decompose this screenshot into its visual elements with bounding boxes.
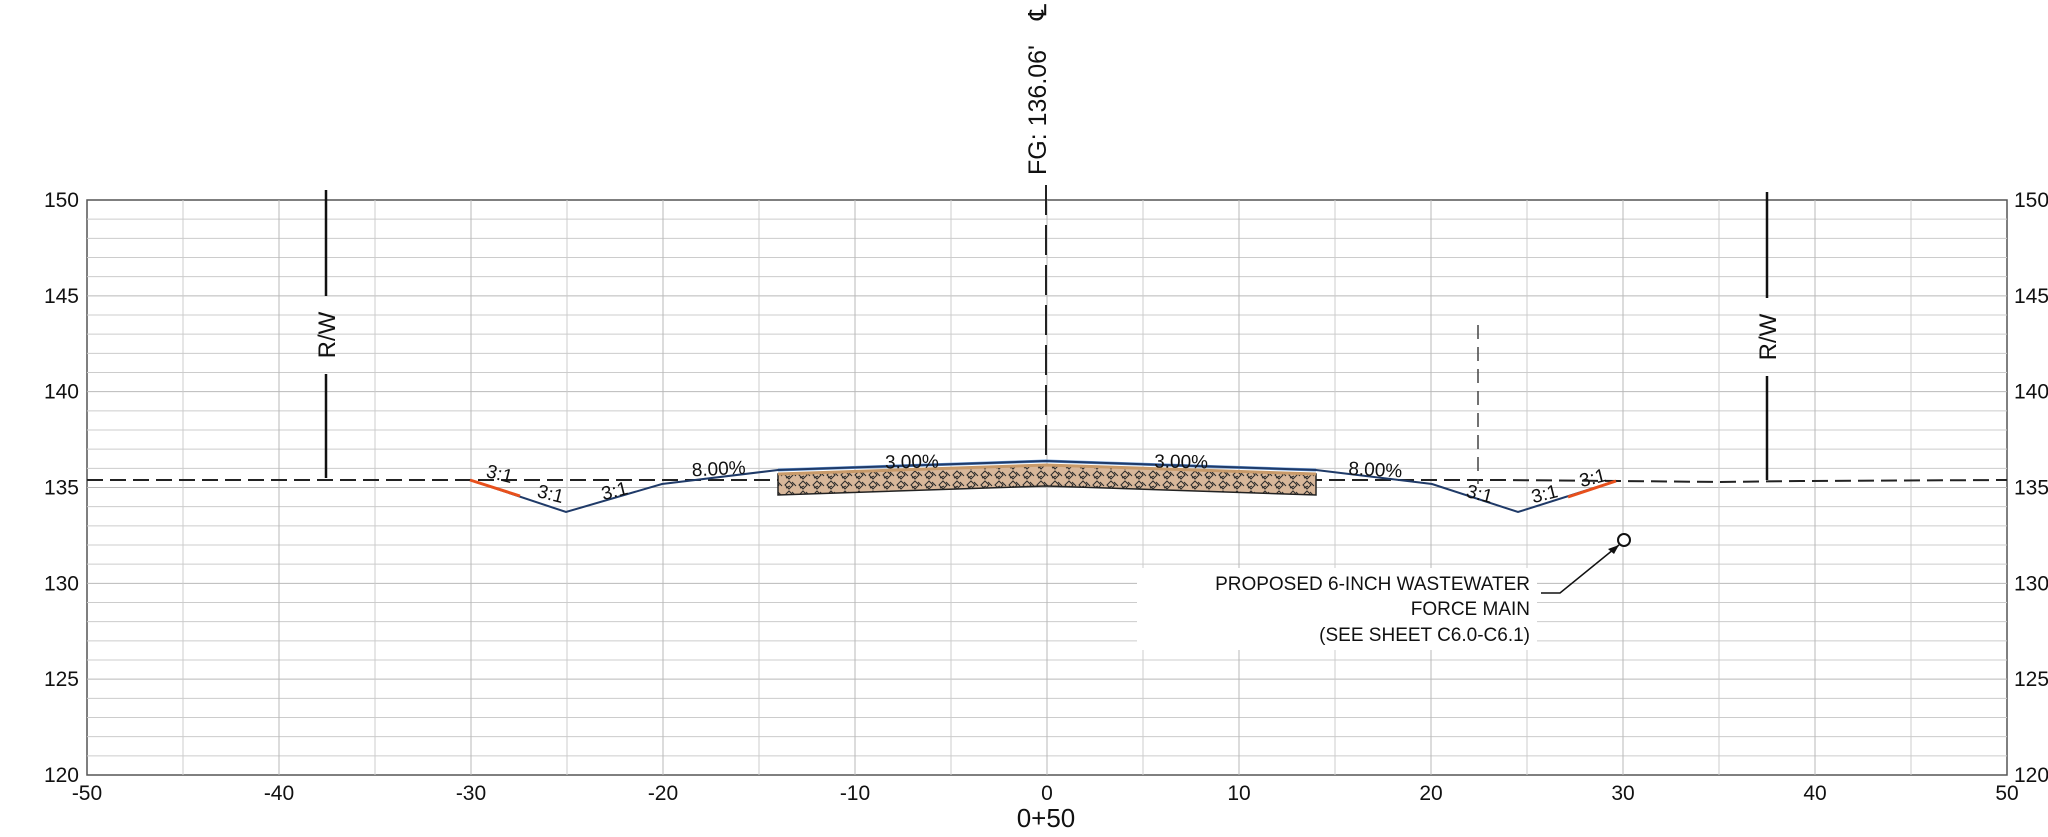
slope-label-left-1: 3:1: [599, 478, 630, 505]
callout-line-3: (SEE SHEET C6.0-C6.1): [1319, 625, 1530, 646]
slope-label-right-2: 3:1: [1529, 481, 1560, 508]
y-tick-label-left: 120: [44, 764, 79, 787]
slope-label-right-3: 3:1: [1577, 465, 1608, 492]
centerline-symbol: ℄: [1024, 4, 1052, 21]
y-tick-label-right: 150: [2014, 189, 2048, 212]
left-cut-slope: [469, 478, 521, 498]
existing-ground-line: [87, 479, 2008, 484]
x-tick-label: -30: [456, 782, 486, 805]
slope-label-left-3: 3:1: [484, 461, 515, 488]
centerline-elevation-label: FG: 136.06': [1024, 45, 1052, 175]
y-tick-label-left: 130: [44, 572, 79, 595]
x-tick-label: 10: [1227, 782, 1250, 805]
finished-grade-line: [469, 459, 1617, 514]
row-right-label: R/W: [1755, 313, 1782, 360]
slope-label-right-lane: 3.00%: [1154, 452, 1208, 474]
y-tick-label-right: 135: [2014, 477, 2048, 500]
callout-arrowhead: [1608, 545, 1619, 554]
y-tick-label-right: 130: [2014, 572, 2048, 595]
station-label: 0+50: [1017, 803, 1076, 833]
x-tick-label: 40: [1803, 782, 1826, 805]
y-tick-label-left: 135: [44, 477, 79, 500]
x-tick-label: 30: [1611, 782, 1634, 805]
y-tick-label-right: 120: [2014, 764, 2048, 787]
y-tick-label-left: 140: [44, 381, 79, 404]
slope-label-right-1: 3:1: [1464, 481, 1495, 508]
pavement-surface-layer: [777, 463, 1317, 476]
y-tick-label-left: 145: [44, 285, 79, 308]
x-tick-label: -20: [648, 782, 678, 805]
y-tick-label-left: 150: [44, 189, 79, 212]
slope-label-left-lane: 3.00%: [885, 452, 939, 474]
x-tick-label: 50: [1995, 782, 2018, 805]
slope-label-right-shoulder: 8.00%: [1348, 459, 1403, 483]
y-tick-label-right: 140: [2014, 381, 2048, 404]
x-tick-label: -50: [72, 782, 102, 805]
x-tick-label: 20: [1419, 782, 1442, 805]
right-cut-slope: [1567, 479, 1617, 499]
row-left-label: R/W: [314, 311, 341, 358]
slope-label-left-shoulder: 8.00%: [691, 458, 746, 482]
callout-leader: [1541, 544, 1620, 594]
x-tick-label: 0: [1041, 782, 1053, 805]
y-tick-label-left: 125: [44, 668, 79, 691]
y-tick-label-right: 125: [2014, 668, 2048, 691]
callout-background: [1137, 568, 1537, 650]
x-tick-label: -10: [840, 782, 870, 805]
callout-line-2: FORCE MAIN: [1411, 599, 1530, 620]
y-tick-label-right: 145: [2014, 285, 2048, 308]
callout-line-1: PROPOSED 6-INCH WASTEWATER: [1215, 574, 1530, 595]
force-main-pipe-symbol: [1617, 533, 1631, 547]
x-tick-label: -40: [264, 782, 294, 805]
